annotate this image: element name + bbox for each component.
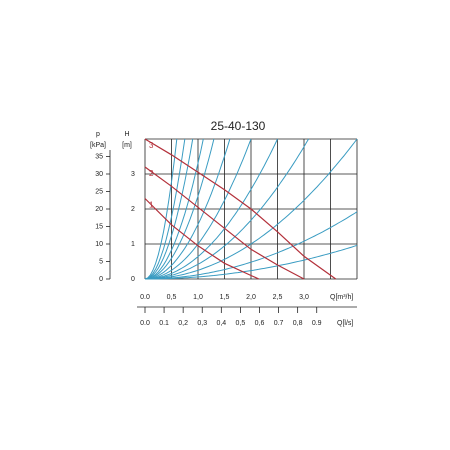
y2-tick-label: 25 (95, 188, 103, 195)
x2-tick-label: 0.1 (159, 320, 169, 327)
y2-unit: [kPa] (90, 142, 106, 149)
y2-tick-label: 30 (95, 171, 103, 178)
y2-tick-label: 35 (95, 153, 103, 160)
x-tick-label: 0.0 (140, 294, 150, 301)
x2-tick-label: 0,5 (236, 320, 246, 327)
curve-label: 3 (149, 141, 154, 150)
x2-tick-label: 0,2 (178, 320, 188, 327)
system-curve (145, 211, 358, 280)
y2-tick-label: 0 (99, 276, 103, 283)
y2-label: p (96, 131, 100, 138)
x2-label: Q[l/s] (337, 320, 353, 327)
x2-tick-label: 0,6 (255, 320, 265, 327)
x-tick-label: 1,5 (220, 294, 230, 301)
y-tick-label: 0 (131, 276, 135, 283)
system-curve (144, 139, 178, 280)
x2-tick-label: 0,3 (197, 320, 207, 327)
x2-tick-label: 0,4 (216, 320, 226, 327)
pump-curve (144, 198, 260, 280)
y-tick-label: 1 (131, 241, 135, 248)
y2-tick-label: 15 (95, 223, 103, 230)
x-tick-label: 2,5 (273, 294, 283, 301)
y2-tick-label: 10 (95, 241, 103, 248)
x-tick-label: 3,0 (299, 294, 309, 301)
system-curve (144, 138, 194, 280)
system-curve (144, 138, 278, 280)
x-tick-label: 1,0 (193, 294, 203, 301)
x2-tick-label: 0,8 (293, 320, 303, 327)
curve-label: 1 (149, 201, 154, 210)
y2-tick-label: 20 (95, 206, 103, 213)
system-curve (144, 138, 215, 280)
curve-label: 2 (149, 169, 154, 178)
y-tick-label: 2 (131, 206, 135, 213)
x-tick-label: 0,5 (167, 294, 177, 301)
x2-tick-label: 0.7 (274, 320, 284, 327)
pump-curve (144, 166, 305, 280)
y2-tick-label: 5 (99, 258, 103, 265)
x2-tick-label: 0.0 (140, 320, 150, 327)
system-curve (144, 139, 186, 280)
system-curve (144, 138, 231, 280)
system-curve (144, 138, 204, 280)
x-tick-label: 2,0 (246, 294, 256, 301)
x-label: Q[m³/h] (330, 294, 353, 301)
y-tick-label: 3 (131, 171, 135, 178)
system-curve (144, 138, 252, 280)
chart-title: 25-40-130 (211, 119, 266, 133)
y-label: H (124, 131, 129, 138)
system-curve (145, 138, 310, 280)
system-curve (145, 138, 358, 280)
x2-tick-label: 0.9 (312, 320, 322, 327)
system-curve (145, 244, 358, 280)
pump-curve (144, 138, 337, 280)
y-unit: [m] (122, 142, 132, 149)
